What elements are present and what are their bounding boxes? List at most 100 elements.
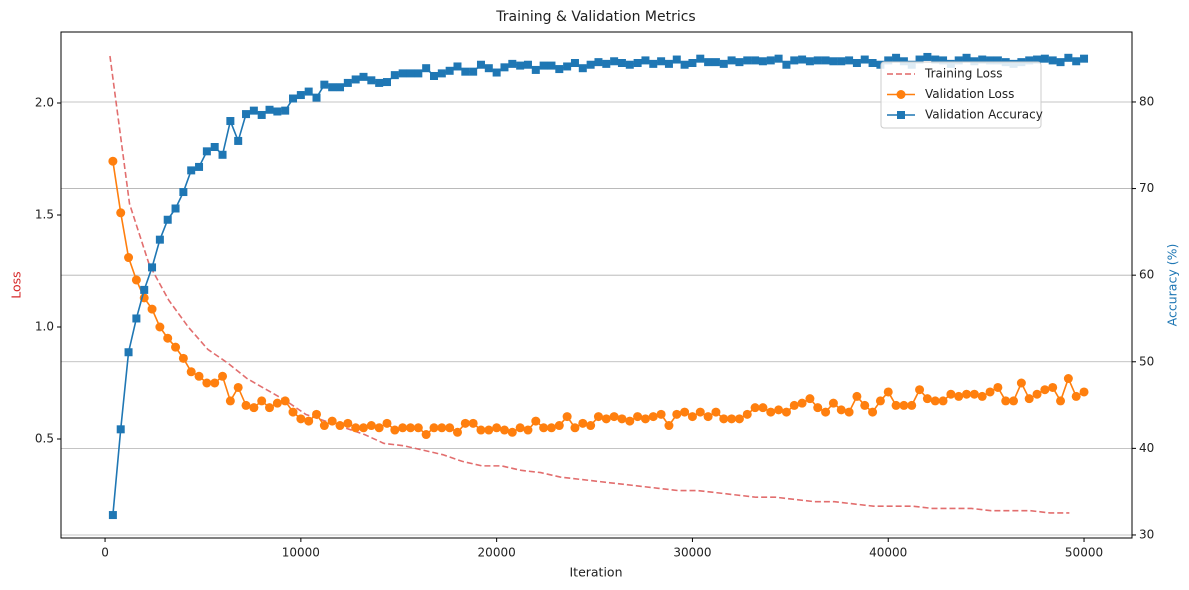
point: [704, 58, 713, 67]
point: [970, 57, 979, 66]
legend-label: Validation Loss: [925, 87, 1014, 101]
point: [281, 106, 290, 115]
point: [766, 407, 776, 417]
point: [1001, 396, 1011, 406]
point: [546, 423, 556, 433]
point: [343, 78, 352, 87]
legend-label: Validation Accuracy: [925, 108, 1043, 122]
point: [179, 188, 188, 197]
point: [523, 60, 532, 69]
y2-tick-label: 60: [1139, 268, 1154, 282]
point: [978, 55, 987, 64]
point: [695, 407, 705, 417]
point: [288, 407, 298, 417]
point: [178, 353, 188, 363]
point: [625, 60, 634, 69]
point: [405, 423, 415, 433]
point: [774, 54, 783, 63]
point: [445, 423, 455, 433]
point: [931, 55, 940, 64]
point: [781, 407, 791, 417]
point: [845, 56, 854, 65]
point: [218, 371, 228, 381]
point: [398, 69, 407, 78]
point: [930, 396, 940, 406]
point: [492, 423, 502, 433]
point: [359, 72, 368, 81]
point: [131, 275, 141, 285]
y-tick-label: 1.5: [35, 208, 54, 222]
point: [382, 418, 392, 428]
y-tick-label: 0.5: [35, 431, 54, 445]
point: [1032, 389, 1042, 399]
point: [421, 430, 431, 440]
point: [515, 423, 525, 433]
point: [1024, 394, 1034, 404]
point: [727, 56, 736, 65]
point: [977, 391, 987, 401]
point: [249, 403, 259, 413]
point: [336, 83, 345, 92]
point: [225, 396, 235, 406]
point: [554, 421, 564, 431]
point: [915, 55, 924, 64]
point: [633, 59, 642, 68]
point: [876, 60, 885, 69]
point: [484, 64, 493, 73]
point: [993, 56, 1002, 65]
point: [508, 59, 517, 68]
point: [1033, 55, 1042, 64]
point: [124, 253, 134, 263]
point: [946, 389, 956, 399]
point: [327, 416, 337, 426]
point: [469, 67, 478, 76]
point: [343, 418, 353, 428]
point: [249, 106, 258, 115]
point: [335, 421, 345, 431]
point: [821, 56, 830, 65]
y2-tick-label: 30: [1139, 527, 1154, 541]
point: [907, 400, 917, 410]
legend-marker: [896, 90, 906, 99]
point: [186, 367, 196, 377]
point: [743, 56, 752, 65]
point: [789, 400, 799, 410]
point: [1079, 387, 1089, 397]
legend-marker: [897, 111, 905, 119]
point: [289, 94, 298, 103]
point: [234, 136, 243, 145]
point: [962, 389, 972, 399]
x-tick-label: 30000: [673, 546, 711, 560]
point: [531, 416, 541, 426]
point: [265, 403, 275, 413]
point: [813, 56, 822, 65]
point: [539, 423, 549, 433]
point: [562, 412, 572, 422]
point: [476, 60, 485, 69]
point: [132, 314, 141, 323]
point: [547, 61, 556, 70]
point: [696, 54, 705, 63]
point: [108, 511, 117, 520]
point: [1048, 382, 1058, 392]
point: [539, 61, 548, 70]
x-tick-label: 20000: [478, 546, 516, 560]
series-line: [109, 55, 1070, 514]
point: [656, 409, 666, 419]
point: [805, 394, 815, 404]
point: [367, 76, 376, 85]
point: [649, 59, 658, 68]
point: [1048, 56, 1057, 65]
y2-tick-label: 50: [1139, 354, 1154, 368]
point: [657, 57, 666, 66]
point: [617, 414, 627, 424]
point: [1056, 396, 1066, 406]
point: [954, 56, 963, 65]
point: [570, 423, 580, 433]
point: [837, 57, 846, 66]
point: [680, 407, 690, 417]
point: [954, 391, 964, 401]
point: [617, 59, 626, 68]
point: [555, 65, 564, 74]
x-axis-label: Iteration: [569, 565, 622, 580]
